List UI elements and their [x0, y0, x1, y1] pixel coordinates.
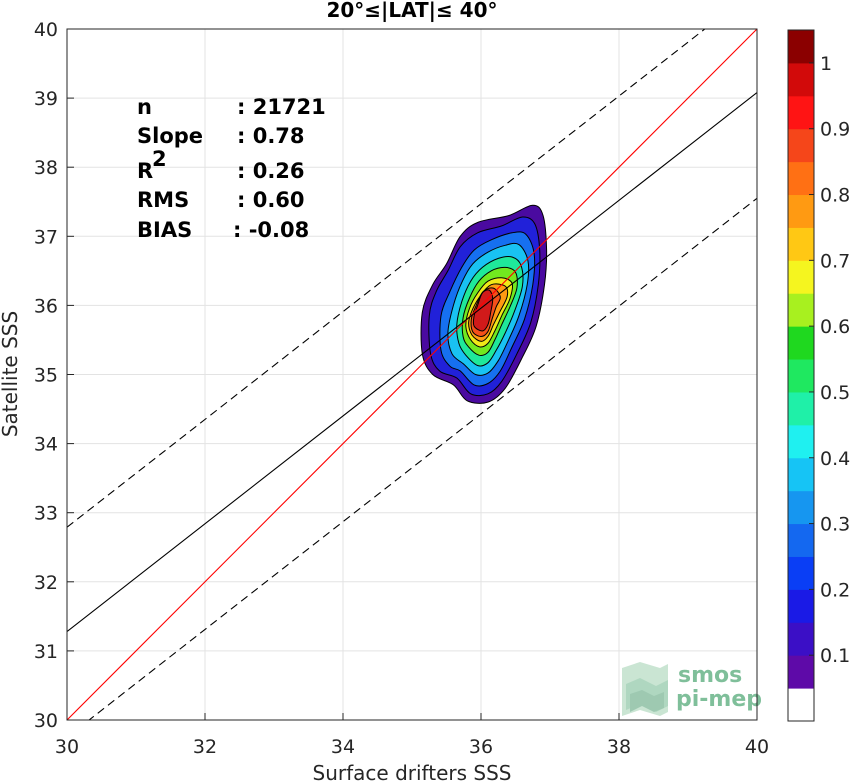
- x-tick-label: 38: [607, 736, 631, 758]
- colorbar-band: [788, 62, 814, 97]
- colorbar-band: [788, 194, 814, 228]
- colorbar-band: [788, 688, 814, 722]
- colorbar-band: [788, 523, 814, 557]
- x-tick-label: 30: [55, 736, 79, 758]
- colorbar-band: [788, 293, 814, 327]
- regression-line: [67, 92, 757, 632]
- colorbar-band: [788, 391, 814, 426]
- stat-value: : 0.60: [237, 188, 305, 212]
- x-axis-label: Surface drifters SSS: [313, 761, 512, 784]
- stat-label: Slope: [137, 124, 203, 148]
- colorbar-band: [788, 457, 814, 492]
- y-tick-label: 34: [34, 434, 58, 456]
- stat-superscript: 2: [152, 147, 167, 171]
- y-tick-label: 40: [34, 19, 58, 41]
- colorbar-band: [788, 490, 814, 525]
- y-tick-label: 30: [34, 710, 58, 732]
- y-tick-label: 39: [34, 88, 58, 110]
- stat-label: RMS: [137, 188, 189, 212]
- colorbar-band: [788, 95, 814, 130]
- colorbar: 0.1 0.2 0.3 0.4 0.5 0.6 0.7 0.8 0.9 1: [787, 29, 850, 722]
- watermark-line2: pi-mep: [676, 687, 762, 712]
- x-tick-label: 36: [469, 736, 493, 758]
- y-tick-label: 32: [34, 572, 58, 594]
- colorbar-band: [788, 30, 814, 64]
- y-axis-label: Satellite SSS: [0, 311, 22, 437]
- colorbar-tick-label: 0.6: [820, 316, 850, 338]
- stat-label: n: [137, 95, 152, 119]
- colorbar-frame: [787, 29, 815, 722]
- stat-value: : 0.78: [237, 124, 305, 148]
- reference-lines: [67, 29, 757, 720]
- y-tick-label: 35: [34, 365, 58, 387]
- y-tick-label: 37: [34, 226, 58, 248]
- statistics-annotation: n : 21721 Slope : 0.78 R2 : 0.26 RMS : 0.60 BIAS…: [137, 95, 326, 242]
- smos-pimep-watermark: smos pi-mep: [622, 662, 762, 716]
- colorbar-band: [788, 260, 814, 294]
- colorbar-tick-label: 0.3: [820, 514, 850, 536]
- y-axis-ticks: 30 31 32 33 34 35 36 37 38 39 40: [34, 19, 74, 732]
- density-contours: [420, 204, 548, 404]
- colorbar-band: [788, 589, 814, 623]
- colorbar-tick-label: 0.8: [820, 185, 850, 207]
- y-tick-label: 33: [34, 503, 58, 525]
- colorbar-band: [788, 424, 814, 459]
- stat-label: R: [137, 159, 153, 183]
- x-tick-label: 40: [745, 736, 769, 758]
- colorbar-tick-label: 0.9: [820, 119, 850, 141]
- x-tick-label: 32: [193, 736, 217, 758]
- colorbar-band: [788, 359, 814, 393]
- stat-value: : 0.26: [237, 159, 305, 183]
- colorbar-tick-label: 0.5: [820, 382, 850, 404]
- y-tick-label: 31: [34, 641, 58, 663]
- grid-lines: [66, 28, 758, 721]
- colorbar-tick-label: 1: [820, 53, 832, 75]
- colorbar-band: [788, 227, 814, 261]
- stat-value: : 21721: [237, 95, 326, 119]
- colorbar-tick-label: 0.7: [820, 250, 850, 272]
- lower-bound-line: [88, 197, 757, 720]
- watermark-line1: smos: [678, 663, 742, 688]
- colorbar-band: [788, 128, 814, 163]
- colorbar-band: [788, 161, 814, 196]
- colorbar-band: [788, 622, 814, 656]
- colorbar-band: [788, 326, 814, 360]
- colorbar-tick-label: 0.1: [820, 645, 850, 667]
- chart-title: 20°≤|LAT|≤ 40°: [326, 0, 497, 22]
- watermark-wave-icon: [622, 662, 668, 716]
- x-tick-label: 34: [331, 736, 355, 758]
- colorbar-tick-label: 0.4: [820, 448, 850, 470]
- y-tick-label: 36: [34, 295, 58, 317]
- x-axis-ticks: 30 32 34 36 38 40: [55, 713, 769, 758]
- colorbar-band: [788, 655, 814, 689]
- colorbar-band: [788, 556, 814, 590]
- stat-label: BIAS: [137, 218, 192, 242]
- identity-line: [67, 29, 757, 720]
- colorbar-tick-label: 0.2: [820, 579, 850, 601]
- upper-bound-line: [67, 29, 706, 528]
- y-tick-label: 38: [34, 157, 58, 179]
- stat-value: : -0.08: [233, 218, 309, 242]
